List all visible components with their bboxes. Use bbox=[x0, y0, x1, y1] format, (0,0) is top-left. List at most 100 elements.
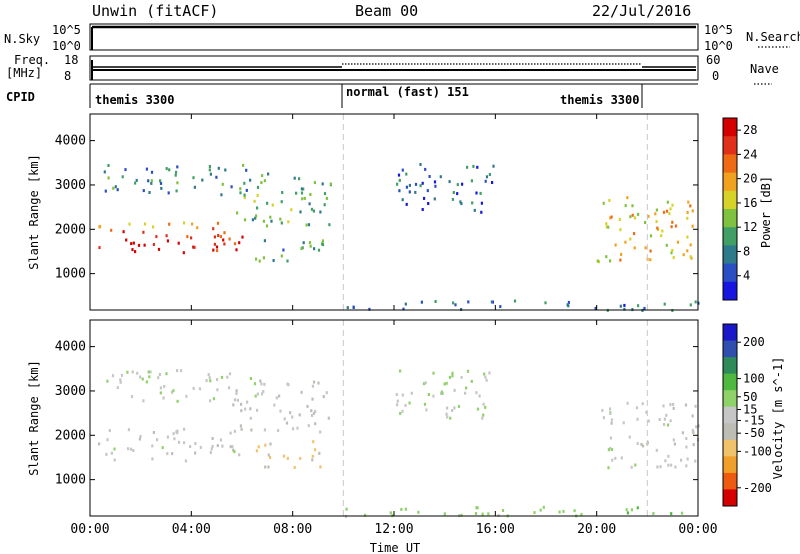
echo-cell bbox=[193, 185, 196, 189]
echo-cell bbox=[602, 201, 605, 205]
echo-cell bbox=[694, 404, 697, 408]
echo-cell bbox=[286, 456, 289, 460]
echo-cell bbox=[694, 300, 697, 304]
echo-cell bbox=[180, 369, 183, 373]
echo-cell bbox=[644, 221, 647, 224]
colorbar-tick-label: -200 bbox=[743, 481, 772, 495]
echo-cell bbox=[628, 435, 631, 439]
echo-cell bbox=[114, 185, 117, 189]
echo-cell bbox=[682, 253, 685, 257]
echo-cell bbox=[662, 404, 665, 408]
echo-cell bbox=[192, 245, 195, 249]
velocity-frame bbox=[89, 319, 699, 517]
echo-cell bbox=[277, 429, 280, 433]
echo-cell bbox=[319, 465, 322, 469]
echo-cell bbox=[321, 243, 325, 247]
echo-cell bbox=[611, 458, 614, 462]
echo-cell bbox=[607, 225, 610, 229]
nave-tick-top: 60 bbox=[706, 53, 720, 67]
echo-cell bbox=[132, 241, 135, 245]
echo-cell bbox=[321, 182, 324, 186]
echo-cell bbox=[177, 440, 181, 444]
echo-cell bbox=[314, 409, 317, 413]
echo-cell bbox=[433, 180, 437, 184]
echo-cell bbox=[253, 199, 256, 203]
echo-cell bbox=[110, 228, 113, 232]
echo-cell bbox=[421, 208, 424, 211]
echo-cell bbox=[240, 402, 243, 406]
echo-cell bbox=[107, 164, 110, 167]
echo-cell bbox=[138, 437, 141, 441]
echo-cell bbox=[396, 399, 399, 403]
echo-cell bbox=[243, 181, 246, 185]
echo-cell bbox=[321, 239, 324, 243]
echo-cell bbox=[319, 210, 322, 214]
echo-cell bbox=[434, 300, 437, 303]
echo-cell bbox=[148, 191, 151, 194]
station-title: Unwin (fitACF) bbox=[92, 2, 219, 20]
echo-cell bbox=[420, 300, 423, 304]
echo-cell bbox=[211, 445, 214, 448]
y-tick-label: 2000 bbox=[55, 428, 86, 443]
echo-cell bbox=[242, 163, 245, 167]
echo-cell bbox=[451, 371, 454, 375]
echo-cell bbox=[310, 207, 314, 211]
echo-cell bbox=[119, 378, 122, 382]
colorbar-swatch bbox=[723, 373, 737, 391]
echo-cell bbox=[256, 193, 259, 197]
echo-cell bbox=[176, 165, 179, 169]
echo-cell bbox=[408, 183, 411, 187]
echo-cell bbox=[408, 190, 411, 194]
echo-cell bbox=[124, 168, 127, 172]
echo-cell bbox=[656, 226, 659, 230]
echo-cell bbox=[305, 223, 308, 227]
echo-cell bbox=[161, 446, 164, 450]
echo-cell bbox=[655, 208, 658, 212]
echo-cell bbox=[473, 208, 476, 212]
echo-cell bbox=[280, 200, 283, 204]
echo-cell bbox=[193, 245, 196, 249]
echo-cell bbox=[399, 411, 402, 415]
echo-cell bbox=[610, 448, 614, 451]
echo-cell bbox=[539, 508, 542, 512]
echo-cell bbox=[172, 432, 175, 436]
echo-cell bbox=[666, 200, 669, 204]
echo-cell bbox=[660, 234, 663, 238]
echo-cell bbox=[309, 244, 312, 248]
echo-cell bbox=[633, 232, 636, 236]
echo-cell bbox=[145, 380, 148, 384]
echo-cell bbox=[299, 456, 302, 460]
echo-cell bbox=[230, 185, 233, 189]
power-echoes bbox=[98, 163, 700, 312]
echo-cell bbox=[663, 302, 666, 306]
echo-cell bbox=[631, 213, 634, 217]
colorbar-swatch bbox=[723, 324, 737, 342]
y-tick-label: 4000 bbox=[55, 340, 86, 355]
echo-cell bbox=[665, 243, 668, 247]
echo-cell bbox=[130, 242, 133, 246]
echo-cell bbox=[285, 421, 289, 425]
echo-cell bbox=[208, 165, 211, 168]
echo-cell bbox=[389, 511, 392, 515]
echo-cell bbox=[313, 181, 316, 185]
echo-cell bbox=[607, 448, 610, 452]
echo-cell bbox=[686, 211, 689, 214]
echo-cell bbox=[681, 431, 684, 435]
echo-cell bbox=[472, 164, 475, 168]
echo-cell bbox=[318, 451, 321, 455]
echo-cell bbox=[260, 181, 263, 185]
echo-cell bbox=[446, 415, 449, 419]
colorbar-tick-label: -15 bbox=[743, 413, 765, 427]
echo-cell bbox=[290, 208, 293, 212]
echo-cell bbox=[222, 238, 225, 242]
echo-cell bbox=[259, 379, 262, 383]
echo-cell bbox=[636, 417, 639, 421]
echo-cell bbox=[191, 222, 194, 226]
echo-cell bbox=[609, 436, 612, 440]
echo-cell bbox=[452, 301, 455, 305]
echo-cell bbox=[211, 437, 214, 440]
echo-cell bbox=[245, 168, 248, 172]
echo-cell bbox=[158, 373, 161, 376]
echo-cell bbox=[674, 224, 678, 228]
echo-cell bbox=[127, 428, 130, 432]
